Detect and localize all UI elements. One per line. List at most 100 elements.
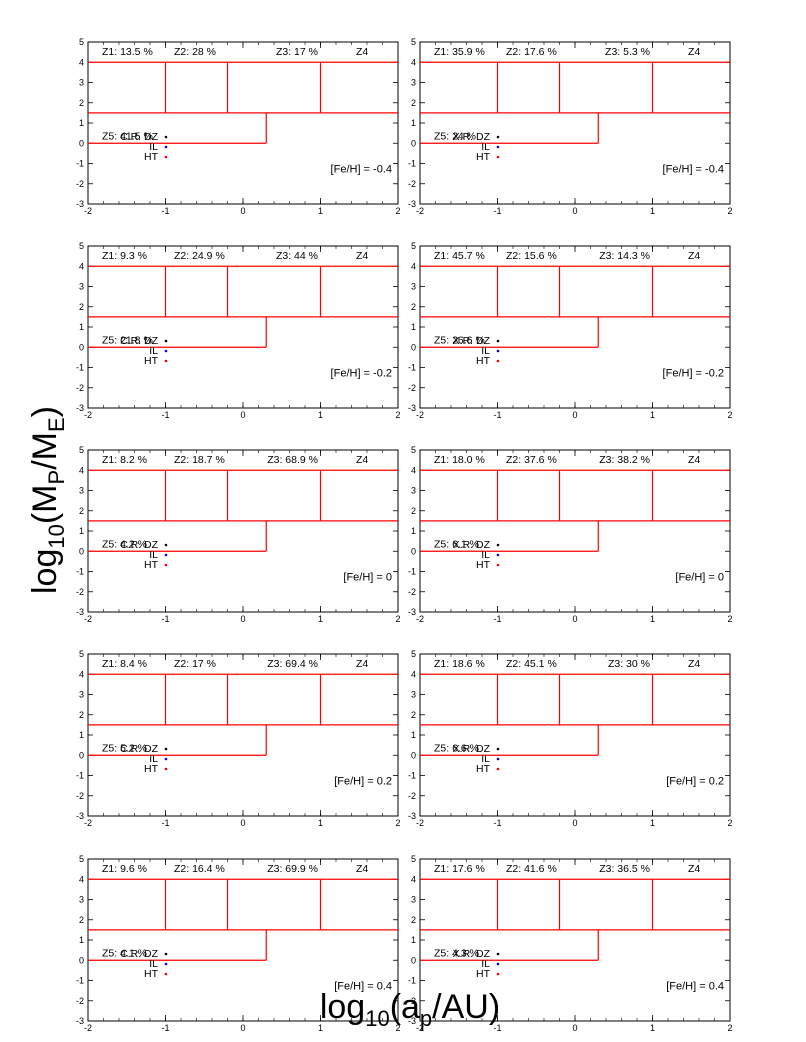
y-tick-label: 1 — [411, 935, 416, 945]
y-tick-label: -2 — [76, 996, 84, 1006]
y-tick-label: 4 — [411, 874, 416, 884]
y-tick-label: -1 — [76, 771, 84, 781]
y-tick-label: 1 — [411, 730, 416, 740]
y-tick-label: -2 — [408, 996, 416, 1006]
x-tick-label: 1 — [318, 818, 323, 828]
x-tick-label: 1 — [318, 410, 323, 420]
axes-frame — [419, 449, 731, 613]
y-tick-label: 2 — [79, 710, 84, 720]
legend-ht-marker — [164, 972, 168, 976]
legend-ht-marker — [496, 767, 500, 771]
x-tick-label: -2 — [84, 1023, 92, 1033]
x-tick-label: 2 — [395, 206, 400, 216]
legend-il-label: IL — [481, 753, 490, 765]
y-tick-label: 3 — [411, 690, 416, 700]
legend-ht-marker — [496, 155, 500, 159]
x-tick-label: 1 — [318, 614, 323, 624]
y-tick-label: 5 — [411, 445, 416, 455]
x-tick-label: -1 — [493, 614, 501, 624]
y-tick-label: 0 — [411, 955, 416, 965]
y-tick-label: 2 — [411, 710, 416, 720]
x-tick-label: 2 — [727, 410, 732, 420]
legend-dz-marker — [164, 543, 168, 547]
legend-il-label: IL — [149, 549, 158, 561]
legend-il-marker — [496, 553, 500, 557]
y-tick-label: 0 — [79, 342, 84, 352]
y-tick-label: -3 — [408, 607, 416, 617]
zone-label-z2: Z2: 18.7 % — [174, 454, 225, 466]
legend-ht-marker — [164, 155, 168, 159]
y-tick-label: -2 — [76, 791, 84, 801]
x-tick-label: -1 — [493, 1023, 501, 1033]
legend-ht-label: HT — [144, 968, 159, 980]
zone-label-z1: Z1: 8.4 % — [102, 658, 147, 670]
y-tick-label: -2 — [408, 791, 416, 801]
zone-label-z1: Z1: 18.0 % — [434, 454, 485, 466]
y-tick-label: 5 — [79, 854, 84, 864]
x-tick-label: -2 — [416, 206, 424, 216]
zone-label-z5: Z5: 4.2 % — [102, 538, 147, 550]
y-tick-label: -1 — [408, 976, 416, 986]
x-tick-label: 1 — [650, 1023, 655, 1033]
zone-label-z1: Z1: 9.6 % — [102, 863, 147, 875]
y-tick-label: 5 — [79, 241, 84, 251]
x-tick-label: 0 — [572, 818, 577, 828]
legend-il-label: IL — [481, 958, 490, 970]
x-tick-label: -1 — [161, 1023, 169, 1033]
y-tick-label: -3 — [408, 811, 416, 821]
y-tick-label: 0 — [79, 955, 84, 965]
zone-label-z4: Z4 — [688, 863, 700, 875]
legend-ht-marker — [164, 563, 168, 567]
y-tick-label: 1 — [79, 935, 84, 945]
zone-label-z5: Z5: 4.1 % — [102, 947, 147, 959]
y-tick-label: 0 — [79, 138, 84, 148]
y-axis-label: log10(MP/ME) — [26, 406, 69, 594]
zone-label-z3: Z3: 5.3 % — [605, 46, 650, 58]
y-tick-label: -1 — [408, 363, 416, 373]
legend-dz-label: X.R. DZ — [453, 131, 491, 143]
legend-dz-marker — [496, 135, 500, 139]
legend-ht-label: HT — [476, 968, 491, 980]
zone-label-z2: Z2: 24.9 % — [174, 250, 225, 262]
zone-label-z2: Z2: 17 % — [174, 658, 216, 670]
legend-ht-marker — [496, 359, 500, 363]
zone-label-z2: Z2: 16.4 % — [174, 863, 225, 875]
y-tick-label: 3 — [411, 486, 416, 496]
zone-label-z5: Z5: 4.3 % — [434, 947, 479, 959]
zone-label-z3: Z3: 14.3 % — [599, 250, 650, 262]
zone-label-z3: Z3: 69.4 % — [267, 658, 318, 670]
x-tick-label: 1 — [318, 1023, 323, 1033]
zone-label-z3: Z3: 17 % — [276, 46, 318, 58]
legend-dz-marker — [496, 952, 500, 956]
y-tick-label: -1 — [76, 159, 84, 169]
x-tick-label: 2 — [395, 410, 400, 420]
axes-frame — [87, 41, 399, 205]
legend-ht-label: HT — [144, 151, 159, 163]
zone-label-z3: Z3: 36.5 % — [599, 863, 650, 875]
y-tick-label: -2 — [76, 383, 84, 393]
x-tick-label: -1 — [493, 410, 501, 420]
y-tick-label: 1 — [79, 322, 84, 332]
y-tick-label: -1 — [76, 976, 84, 986]
zone-label-z4: Z4 — [688, 46, 700, 58]
x-tick-label: -1 — [493, 206, 501, 216]
y-tick-label: 4 — [411, 261, 416, 271]
x-tick-label: 2 — [395, 1023, 400, 1033]
legend-il-marker — [496, 962, 500, 966]
x-tick-label: -1 — [161, 206, 169, 216]
x-tick-label: 2 — [395, 614, 400, 624]
axes-frame — [87, 245, 399, 409]
legend-dz-label: C.R. DZ — [120, 131, 159, 143]
legend-ht-marker — [164, 359, 168, 363]
y-tick-label: -2 — [408, 383, 416, 393]
metallicity-label: [Fe/H] = -0.4 — [331, 164, 392, 176]
zone-label-z5: Z5: 21.8 % — [102, 334, 153, 346]
legend-dz-label: C.R. DZ — [120, 539, 159, 551]
legend-ht-marker — [164, 767, 168, 771]
